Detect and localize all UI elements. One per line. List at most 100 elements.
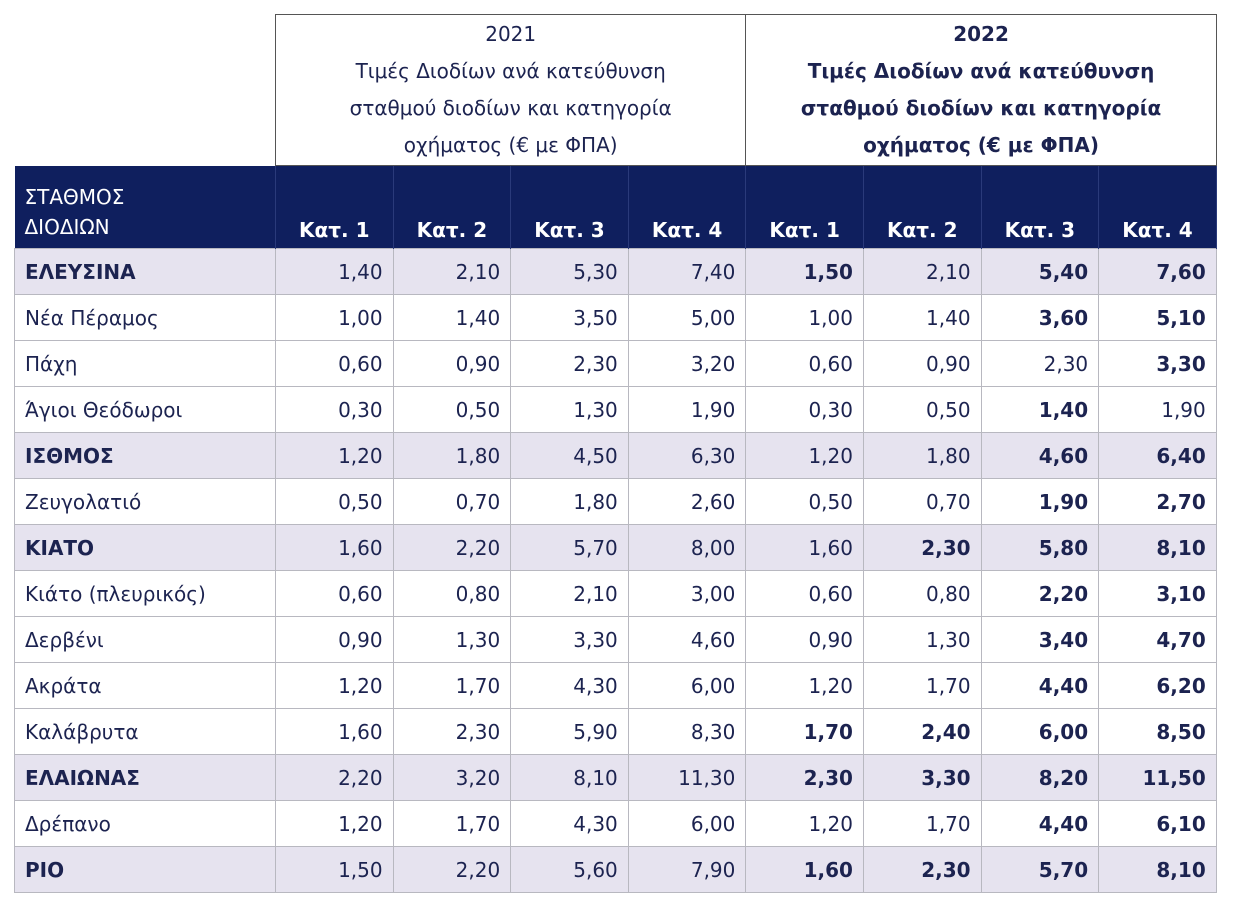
toll-table: 2021 Τιμές Διοδίων ανά κατεύθυνση σταθμού… — [14, 14, 1217, 893]
price-cell: 8,00 — [627, 524, 747, 571]
price-cell: 1,60 — [745, 524, 864, 571]
price-cell: 3,40 — [980, 616, 1100, 663]
price-cell: 0,90 — [745, 616, 864, 663]
price-cell: 1,20 — [745, 800, 864, 847]
price-cell: 1,40 — [862, 294, 982, 341]
table-row: ΕΛΑΙΩΝΑΣ 2,20 3,20 8,10 11,30 2,30 3,30 8,20 11,… — [14, 754, 1217, 801]
price-cell: 1,70 — [862, 662, 982, 709]
column-header: Κατ. 4 — [628, 165, 747, 249]
price-cell: 1,00 — [275, 294, 394, 341]
price-cell: 2,30 — [745, 754, 864, 801]
price-cell: 5,10 — [1098, 294, 1217, 341]
price-cell: 0,60 — [275, 340, 394, 387]
price-cell: 0,80 — [862, 570, 982, 617]
price-cell: 1,90 — [980, 478, 1100, 525]
column-header: Κατ. 4 — [1098, 165, 1217, 249]
price-cell: 1,50 — [275, 846, 394, 893]
column-header: Κατ. 3 — [981, 165, 1100, 249]
price-cell: 2,40 — [862, 708, 982, 755]
price-cell: 3,30 — [862, 754, 982, 801]
price-cell: 3,60 — [980, 294, 1100, 341]
price-cell: 4,70 — [1098, 616, 1217, 663]
price-cell: 1,60 — [745, 846, 864, 893]
group-title: Τιμές Διοδίων ανά κατεύθυνση σταθμού διο… — [349, 59, 672, 157]
price-cell: 0,50 — [275, 478, 394, 525]
station-name: Δερβένι — [14, 616, 276, 663]
price-cell: 2,30 — [862, 524, 982, 571]
price-cell: 6,00 — [627, 662, 747, 709]
station-name: ΙΣΘΜΟΣ — [14, 432, 276, 479]
price-cell: 1,80 — [510, 478, 629, 525]
station-header: ΣΤΑΘΜΟΣ ΔΙΟΔΙΩΝ — [14, 165, 276, 249]
price-cell: 0,50 — [862, 386, 982, 433]
table-row: Ακράτα 1,20 1,70 4,30 6,00 1,20 1,70 4,40 6,20 — [14, 662, 1217, 709]
price-cell: 2,30 — [862, 846, 982, 893]
price-cell: 5,60 — [510, 846, 629, 893]
station-name: Πάχη — [14, 340, 276, 387]
price-cell: 2,10 — [510, 570, 629, 617]
station-name: Κιάτο (πλευρικός) — [14, 570, 276, 617]
price-cell: 7,40 — [627, 248, 747, 295]
price-cell: 6,30 — [627, 432, 747, 479]
table-row: ΡΙΟ 1,50 2,20 5,60 7,90 1,60 2,30 5,70 8,10 — [14, 846, 1217, 893]
price-cell: 0,90 — [862, 340, 982, 387]
price-cell: 1,70 — [862, 800, 982, 847]
price-cell: 2,30 — [510, 340, 629, 387]
price-cell: 11,50 — [1098, 754, 1217, 801]
price-cell: 1,00 — [745, 294, 864, 341]
price-cell: 4,60 — [980, 432, 1100, 479]
price-cell: 0,30 — [745, 386, 864, 433]
price-cell: 3,50 — [510, 294, 629, 341]
price-cell: 1,40 — [980, 386, 1100, 433]
price-cell: 1,20 — [275, 432, 394, 479]
price-cell: 8,50 — [1098, 708, 1217, 755]
table-row: Νέα Πέραμος 1,00 1,40 3,50 5,00 1,00 1,40 3,60 5… — [14, 294, 1217, 341]
price-cell: 5,70 — [510, 524, 629, 571]
price-cell: 6,10 — [1098, 800, 1217, 847]
price-cell: 1,70 — [745, 708, 864, 755]
price-cell: 8,30 — [627, 708, 747, 755]
price-cell: 5,30 — [510, 248, 629, 295]
price-cell: 0,50 — [392, 386, 512, 433]
table-row: ΕΛΕΥΣΙΝΑ 1,40 2,10 5,30 7,40 1,50 2,10 5,40 7,60 — [14, 248, 1217, 295]
price-cell: 1,80 — [862, 432, 982, 479]
table-row: Κιάτο (πλευρικός) 0,60 0,80 2,10 3,00 0,60 0,8… — [14, 570, 1217, 617]
table-row: ΚΙΑΤΟ 1,60 2,20 5,70 8,00 1,60 2,30 5,80 8,10 — [14, 524, 1217, 571]
price-cell: 1,20 — [275, 662, 394, 709]
station-name: ΚΙΑΤΟ — [14, 524, 276, 571]
group-title: Τιμές Διοδίων ανά κατεύθυνση σταθμού διο… — [800, 59, 1162, 157]
price-cell: 4,50 — [510, 432, 629, 479]
price-cell: 0,60 — [745, 340, 864, 387]
price-cell: 4,30 — [510, 800, 629, 847]
price-cell: 5,00 — [627, 294, 747, 341]
station-name: ΡΙΟ — [14, 846, 276, 893]
column-header: Κατ. 1 — [745, 165, 864, 249]
price-cell: 5,90 — [510, 708, 629, 755]
price-cell: 3,20 — [627, 340, 747, 387]
table-row: Ζευγολατιό 0,50 0,70 1,80 2,60 0,50 0,70 1,90 2,… — [14, 478, 1217, 525]
price-cell: 2,30 — [980, 340, 1100, 387]
price-cell: 1,70 — [392, 800, 512, 847]
price-cell: 8,10 — [510, 754, 629, 801]
year-group: 2022 Τιμές Διοδίων ανά κατεύθυνση σταθμού… — [745, 14, 1217, 166]
price-cell: 1,20 — [275, 800, 394, 847]
price-cell: 1,60 — [275, 708, 394, 755]
station-name: Δρέπανο — [14, 800, 276, 847]
table-row: Δερβένι 0,90 1,30 3,30 4,60 0,90 1,30 3,40 4,70 — [14, 616, 1217, 663]
price-cell: 1,20 — [745, 432, 864, 479]
price-cell: 5,70 — [980, 846, 1100, 893]
price-cell: 2,10 — [862, 248, 982, 295]
price-cell: 0,30 — [275, 386, 394, 433]
price-cell: 0,70 — [862, 478, 982, 525]
price-cell: 1,40 — [275, 248, 394, 295]
price-cell: 1,30 — [510, 386, 629, 433]
column-header: Κατ. 2 — [393, 165, 512, 249]
blank-corner — [15, 15, 276, 166]
price-cell: 0,80 — [392, 570, 512, 617]
table-row: Καλάβρυτα 1,60 2,30 5,90 8,30 1,70 2,40 6,00 8,5… — [14, 708, 1217, 755]
group-year: 2021 — [485, 22, 537, 46]
price-cell: 0,60 — [275, 570, 394, 617]
price-cell: 11,30 — [627, 754, 747, 801]
column-header: Κατ. 1 — [275, 165, 394, 249]
price-cell: 2,20 — [392, 524, 512, 571]
